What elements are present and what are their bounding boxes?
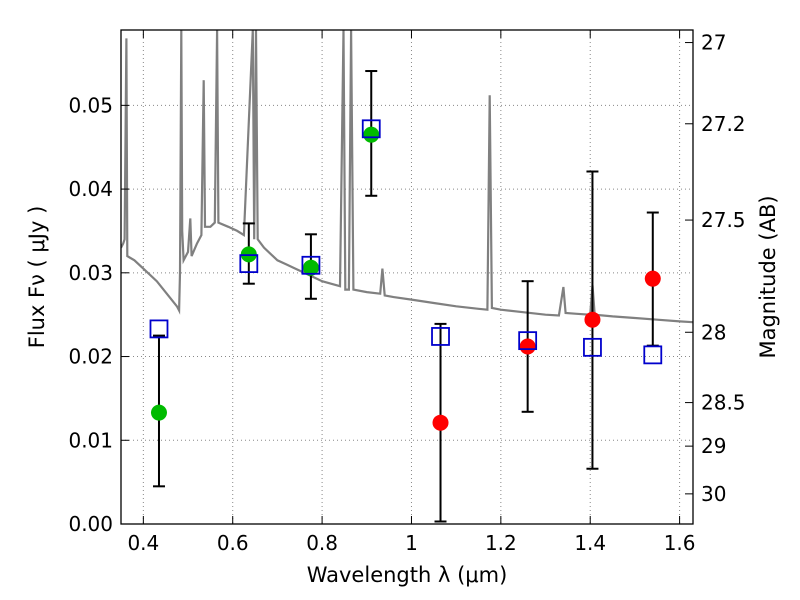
x-tick-label: 1.2 <box>485 531 517 555</box>
y-axis-label-right: Magnitude (AB) <box>756 195 780 358</box>
model-point <box>149 319 169 339</box>
data-markers <box>149 119 663 431</box>
x-tick-label: 0.6 <box>217 531 249 555</box>
axis-ticks: 0.4 0.6 0.8 1 1.2 1.4 1.6 0.00 0.01 0.02 0.03 0.04 0… <box>68 30 746 555</box>
right-tick-label: 27 <box>701 31 726 55</box>
x-axis-label: Wavelength λ (μm) <box>307 563 508 587</box>
model-point <box>239 254 259 274</box>
y-axis-label: Flux Fν ( μJy ) <box>25 206 49 349</box>
spectrum-line <box>121 30 693 324</box>
model-point <box>431 327 450 346</box>
model-point <box>301 255 321 275</box>
right-tick-label: 27.2 <box>701 112 746 136</box>
right-tick-label: 29 <box>701 434 726 458</box>
plot-frame <box>120 29 694 525</box>
y-tick-label: 0.05 <box>68 93 113 117</box>
right-tick-label: 27.5 <box>701 208 746 232</box>
data-point <box>584 311 601 328</box>
y-tick-label: 0.03 <box>68 261 113 285</box>
y-tick-label: 0.02 <box>68 345 113 369</box>
data-point <box>302 259 319 276</box>
right-tick-label: 30 <box>701 482 726 506</box>
model-point <box>361 119 381 139</box>
right-tick-label: 28 <box>701 320 726 344</box>
data-point <box>150 404 167 421</box>
y-tick-label: 0.01 <box>68 428 113 452</box>
model-point <box>583 337 602 357</box>
y-tick-label: 0.04 <box>68 177 113 201</box>
x-tick-label: 1.6 <box>664 531 696 555</box>
model-point <box>518 331 538 351</box>
grid-lines <box>121 30 693 524</box>
x-tick-label: 0.8 <box>306 531 338 555</box>
plot-area <box>121 30 693 523</box>
y-tick-label: 0.00 <box>68 512 113 536</box>
right-tick-label: 28.5 <box>701 391 746 415</box>
x-tick-label: 1.4 <box>574 531 606 555</box>
x-tick-label: 0.4 <box>127 531 159 555</box>
data-point <box>519 338 536 355</box>
data-point <box>363 126 380 143</box>
model-point <box>643 345 663 365</box>
error-bars <box>152 70 659 523</box>
data-point <box>644 270 661 287</box>
data-point <box>432 414 449 431</box>
x-tick-label: 1 <box>405 531 418 555</box>
